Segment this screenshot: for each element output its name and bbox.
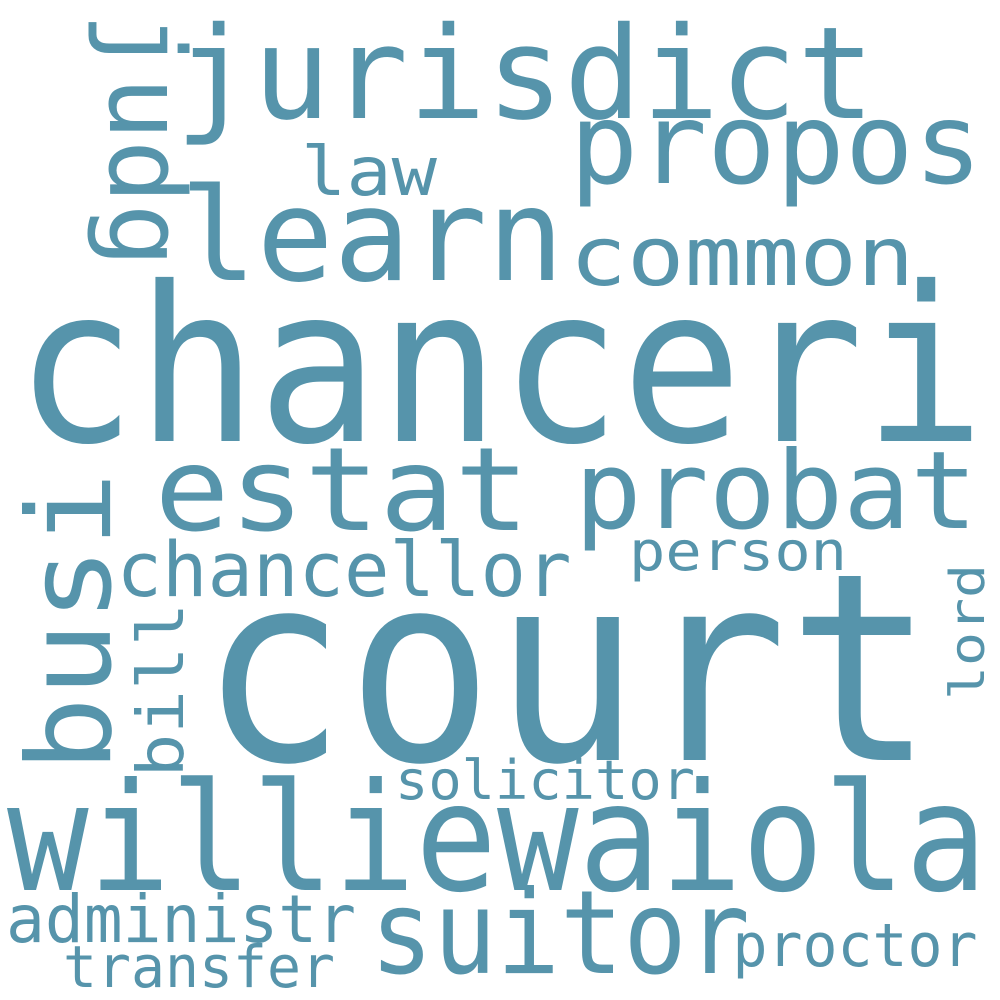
word-lord: lord: [940, 564, 996, 700]
word-learn: learn: [180, 162, 564, 311]
word-williewaiola: williewaiola: [7, 752, 987, 926]
word-law: law: [301, 133, 437, 212]
word-chanceri: chanceri: [15, 241, 985, 492]
word-bill: bill: [125, 603, 199, 778]
word-person: person: [629, 520, 847, 583]
word-proctor: proctor: [733, 911, 978, 981]
word-common: common: [570, 210, 915, 305]
word-administr: administr: [6, 881, 356, 958]
word-probat: probat: [575, 429, 978, 554]
word-court: court: [200, 517, 935, 822]
word-busi: busi: [3, 472, 138, 772]
word-suitor: suitor: [370, 866, 750, 1000]
word-judg: judg: [85, 13, 207, 268]
word-jurisdict: jurisdict: [175, 0, 875, 149]
word-propos: propos: [570, 80, 983, 210]
word-estat: estat: [155, 423, 530, 558]
word-transfer: transfer: [63, 933, 335, 1000]
word-chancellor: chancellor: [117, 525, 572, 614]
word-solicitor: solicitor: [395, 749, 695, 812]
